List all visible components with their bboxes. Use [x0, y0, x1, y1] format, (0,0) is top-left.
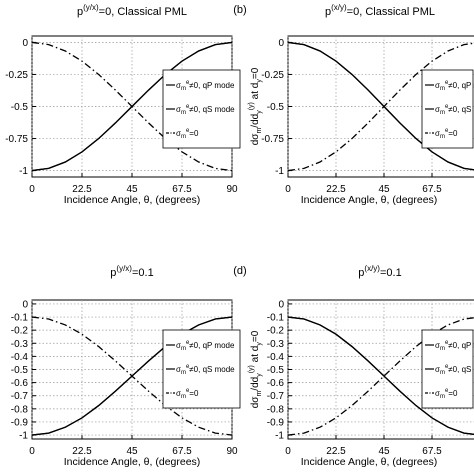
y-tick-label: -0.4 — [11, 352, 29, 363]
legend: σme≠0, qP m σme≠0, qS m σme=0 — [421, 69, 474, 149]
x-tick-label: 0 — [285, 184, 291, 195]
y-tick-label: -0.8 — [267, 404, 285, 415]
y-tick-label: 0 — [22, 38, 28, 49]
x-axis-label: Incidence Angle, θ, (degrees) — [301, 456, 438, 468]
legend-entry: σme≠0, qP m — [435, 80, 474, 92]
y-tick-label: -0.6 — [11, 378, 29, 389]
x-tick-label: 22.5 — [326, 446, 346, 457]
y-tick-label: -0.2 — [267, 326, 285, 337]
panel-letter: (b) — [233, 4, 246, 16]
series-line-3 — [32, 41, 232, 172]
chart-title: p(x/y)=0, Classical PML — [325, 3, 435, 18]
series-line-3 — [288, 317, 474, 436]
series-line-3 — [288, 42, 474, 172]
y-tick-label: -1 — [275, 166, 284, 177]
x-tick-label: 22.5 — [72, 184, 92, 195]
y-tick-label: -1 — [19, 431, 28, 442]
x-tick-label: 22.5 — [72, 446, 92, 457]
chart-title: p(y/x)=0, Classical PML — [77, 3, 187, 18]
series-line-2 — [288, 316, 474, 435]
x-axis-label: Incidence Angle, θ, (degrees) — [64, 456, 201, 468]
legend-entry: σme=0 — [176, 128, 199, 140]
x-tick-label: 67.5 — [172, 184, 192, 195]
legend-entry: σme=0 — [176, 388, 199, 400]
legend-entry: σme≠0, qS — [435, 364, 471, 376]
legend-box — [162, 69, 241, 149]
legend-entry: σme≠0, qS m — [435, 104, 474, 116]
x-tick-label: 0 — [285, 446, 291, 457]
x-tick-label: 22.5 — [326, 184, 346, 195]
y-tick-label: 0 — [278, 38, 284, 49]
x-tick-label: 45 — [126, 184, 138, 195]
chart-panel-1: 0 22.5 45 67.5 90 0 -0.25 -0.5 -0.75 -1 σme≠0, qP … — [5, 3, 241, 206]
y-tick-label: -0.5 — [267, 102, 285, 113]
y-tick-label: -0.9 — [11, 417, 29, 428]
y-tick-label: -0.3 — [267, 339, 285, 350]
y-tick-label: -0.5 — [11, 102, 29, 113]
y-tick-label: -0.75 — [5, 134, 28, 145]
x-axis-label: Incidence Angle, θ, (degrees) — [301, 194, 438, 206]
y-tick-label: -0.3 — [11, 339, 29, 350]
legend: σme≠0, qP mode σme≠0, qS mode σme=0 — [162, 69, 241, 149]
legend-entry: σme=0 — [435, 128, 458, 140]
series-line-3 — [32, 316, 232, 436]
y-tick-label: -0.25 — [5, 70, 28, 81]
x-tick-label: 45 — [378, 446, 390, 457]
y-axis-label: dσm/ddy(y) at dy=0 — [248, 67, 263, 145]
y-tick-label: -0.8 — [11, 404, 29, 415]
y-tick-label: -0.5 — [267, 365, 285, 376]
legend-entry: σme≠0, qP n — [435, 340, 474, 352]
chart-title: p(x/y)=0.1 — [358, 264, 401, 279]
x-tick-label: 45 — [378, 184, 390, 195]
y-tick-label: 0 — [278, 299, 284, 310]
y-tick-label: 0 — [22, 299, 28, 310]
y-tick-label: -0.25 — [261, 70, 284, 81]
panel-letter: (d) — [233, 265, 246, 277]
x-tick-label: 90 — [226, 446, 238, 457]
y-tick-label: -1 — [275, 431, 284, 442]
chart-panel-3: 0 22.5 45 67.5 90 0 -0.1 -0.2 -0.3 -0.4 -0.5 -0.6 -0… — [11, 264, 241, 468]
legend-entry: σme≠0, qS mode — [176, 364, 235, 376]
x-tick-label: 67.5 — [422, 446, 442, 457]
legend-entry: σme≠0, qP mode — [176, 80, 235, 92]
legend: σme≠0, qP mode σme≠0, qS mode σme=0 — [162, 329, 241, 409]
x-axis-label: Incidence Angle, θ, (degrees) — [64, 194, 201, 206]
chart-panel-4: 0 22.5 45 67.5 0 -0.1 -0.2 -0.3 -0.4 -0.5 -0.6 -0.7… — [233, 264, 474, 468]
y-tick-label: -0.7 — [267, 391, 285, 402]
y-tick-label: -1 — [19, 166, 28, 177]
chart-title: p(y/x)=0.1 — [110, 264, 153, 279]
legend-entry: σme=0 — [435, 388, 458, 400]
x-tick-label: 0 — [29, 446, 35, 457]
legend: σme≠0, qP n σme≠0, qS σme=0 — [421, 329, 474, 409]
y-tick-label: -0.6 — [267, 378, 285, 389]
legend-box — [162, 329, 241, 409]
y-tick-label: -0.9 — [267, 417, 285, 428]
y-tick-label: -0.7 — [11, 391, 29, 402]
x-tick-label: 67.5 — [172, 446, 192, 457]
y-tick-label: -0.4 — [267, 352, 285, 363]
y-tick-label: -0.2 — [11, 326, 29, 337]
legend-entry: σme≠0, qS mode — [176, 104, 235, 116]
y-tick-label: -0.1 — [267, 313, 285, 324]
x-tick-label: 67.5 — [422, 184, 442, 195]
legend-entry: σme≠0, qP mode — [176, 340, 235, 352]
y-tick-label: -0.75 — [261, 134, 284, 145]
x-tick-label: 45 — [126, 446, 138, 457]
x-tick-label: 0 — [29, 184, 35, 195]
x-tick-label: 90 — [226, 184, 238, 195]
y-axis-label: dσm/ddy(y) at dy=0 — [248, 330, 263, 408]
y-tick-label: -0.5 — [11, 365, 29, 376]
y-tick-label: -0.1 — [11, 313, 29, 324]
